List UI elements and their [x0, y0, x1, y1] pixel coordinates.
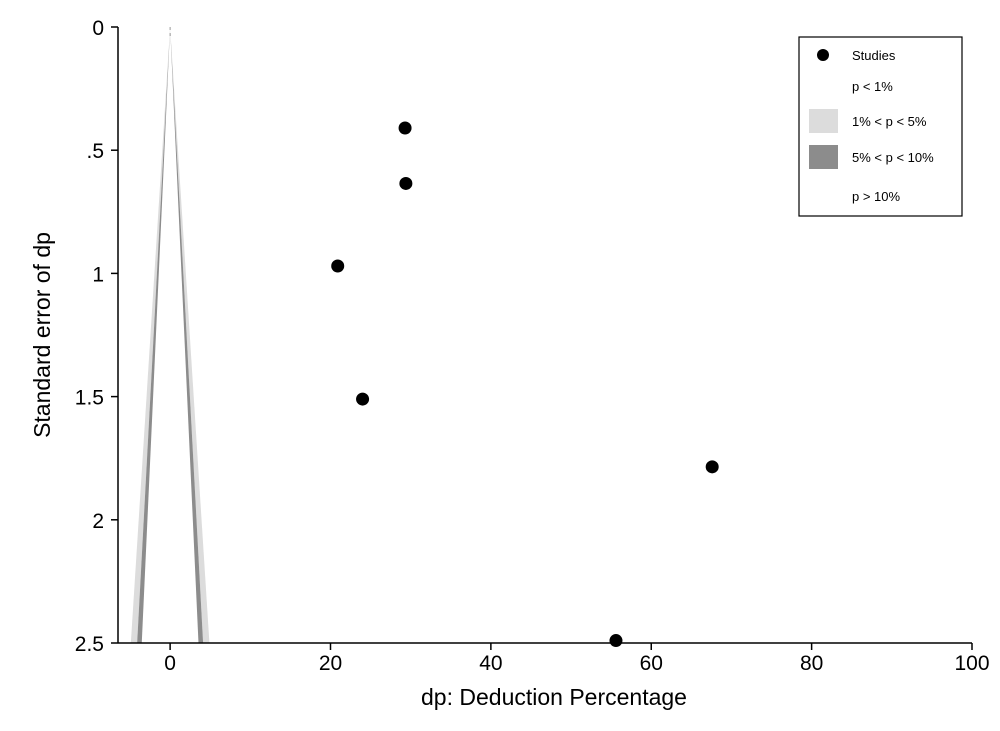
y-tick-label: 2 — [92, 510, 104, 533]
legend-label: Studies — [852, 48, 896, 63]
y-tick-label: 1 — [92, 263, 104, 286]
legend: Studies p < 1% 1% < p < 5% 5% < p < 10% p > … — [798, 36, 963, 217]
band-dark-right — [170, 27, 204, 643]
y-tick-label: .5 — [86, 140, 104, 163]
band-light-left — [130, 27, 171, 643]
x-tick-label: 80 — [800, 652, 823, 675]
band-dark-left — [137, 27, 171, 643]
legend-label: p < 1% — [852, 79, 893, 94]
study-point — [331, 259, 345, 273]
y-tick-label: 1.5 — [75, 387, 104, 410]
x-tick-label: 60 — [640, 652, 663, 675]
y-tick-label: 0 — [92, 17, 104, 40]
legend-swatch — [809, 109, 838, 133]
band-light-right — [170, 27, 210, 643]
study-point — [399, 176, 413, 190]
legend-swatch — [809, 145, 838, 169]
axes: 0 20 40 60 80 100 0 .5 1 1.5 2 2.5 — [75, 17, 990, 675]
study-point — [609, 634, 623, 648]
x-axis-title: dp: Deduction Percentage — [421, 684, 687, 710]
study-points — [331, 121, 719, 648]
x-tick-label: 20 — [319, 652, 342, 675]
y-tick-label: 2.5 — [75, 633, 104, 656]
legend-label: 1% < p < 5% — [852, 114, 927, 129]
x-tick-label: 0 — [164, 652, 176, 675]
y-axis-title: Standard error of dp — [29, 232, 55, 438]
legend-marker-studies — [817, 49, 829, 61]
legend-label: 5% < p < 10% — [852, 150, 934, 165]
legend-label: p > 10% — [852, 189, 901, 204]
study-point — [398, 121, 412, 135]
x-tick-label: 40 — [479, 652, 502, 675]
study-point — [705, 460, 719, 474]
contour-bands — [130, 27, 210, 643]
x-tick-label: 100 — [954, 652, 989, 675]
study-point — [356, 392, 370, 406]
